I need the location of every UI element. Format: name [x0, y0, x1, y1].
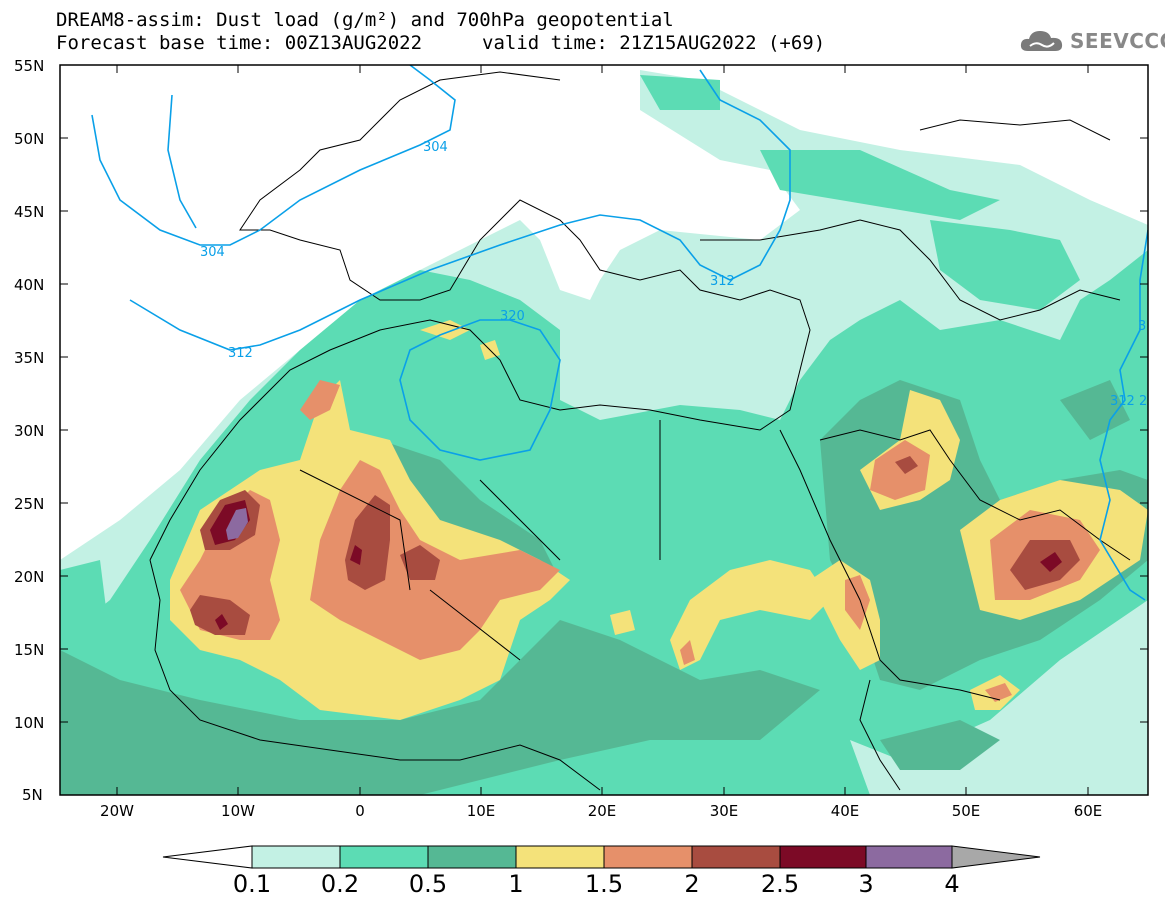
lat-label: 25N: [14, 495, 45, 513]
lat-label: 15N: [14, 641, 45, 659]
contour-label: 304: [423, 140, 448, 155]
lon-label: 10W: [221, 802, 255, 820]
colorbar-bin: [779, 845, 867, 869]
lat-label: 40N: [14, 276, 45, 294]
lat-label: 20N: [14, 568, 45, 586]
valid-time: valid time: 21Z15AUG2022 (+69): [482, 32, 826, 54]
colorbar-label: 0.1: [232, 870, 272, 898]
cloud-icon: [1020, 31, 1063, 51]
contour-label: 3: [1138, 319, 1146, 334]
lat-label: 5N: [22, 786, 43, 804]
colorbar-label: 0.5: [408, 870, 448, 898]
coastlines: [149, 71, 1131, 791]
contour-label: 312: [710, 274, 735, 289]
dust-layer-3: [226, 508, 248, 540]
colorbar-bin: [865, 845, 953, 869]
lat-label: 30N: [14, 422, 45, 440]
colorbar-bin: [339, 845, 429, 869]
lat-label: 55N: [14, 57, 45, 75]
axis-ticks: [60, 64, 1148, 795]
logo-text: SEEVCCC: [1070, 29, 1165, 53]
colorbar-label: 0.2: [320, 870, 360, 898]
contour-label: 312: [228, 346, 253, 361]
contour-label: 320: [500, 309, 525, 324]
lat-label: 50N: [14, 130, 45, 148]
forecast-base-time: Forecast base time: 00Z13AUG2022: [56, 32, 423, 54]
contour-label: 312 2: [1110, 394, 1147, 409]
colorbar-bin: [603, 845, 693, 869]
colorbar-bin: [427, 845, 517, 869]
contour-labels: 304 304 312 312 320 312 2 3: [200, 140, 1147, 409]
colorbar-bin: [251, 845, 341, 869]
lon-label: 30E: [709, 802, 739, 820]
lon-label: 50E: [951, 802, 981, 820]
geopotential-contours: [91, 65, 1148, 601]
lon-label: 20W: [100, 802, 134, 820]
lat-label: 45N: [14, 203, 45, 221]
colorbar-label: 3: [858, 870, 874, 898]
lon-label: 0: [355, 802, 365, 820]
colorbar-label: 1: [508, 870, 524, 898]
colorbar-over: [951, 845, 1041, 869]
colorbar-label: 4: [944, 870, 960, 898]
lon-label: 60E: [1073, 802, 1103, 820]
colorbar-label: 2: [684, 870, 700, 898]
colorbar-bin: [691, 845, 781, 869]
contour-label: 304: [200, 245, 225, 260]
map-title: DREAM8-assim: Dust load (g/m²) and 700hP…: [56, 9, 674, 31]
colorbar-bin: [515, 845, 605, 869]
lat-label: 10N: [14, 714, 45, 732]
lat-label: 35N: [14, 349, 45, 367]
seevccc-logo: SEEVCCC: [1018, 24, 1165, 58]
colorbar-label: 2.5: [760, 870, 800, 898]
lon-label: 20E: [587, 802, 617, 820]
lon-label: 10E: [466, 802, 496, 820]
colorbar-label: 1.5: [584, 870, 624, 898]
colorbar-under: [162, 845, 253, 869]
lon-label: 40E: [830, 802, 860, 820]
colorbar: [162, 845, 1041, 869]
